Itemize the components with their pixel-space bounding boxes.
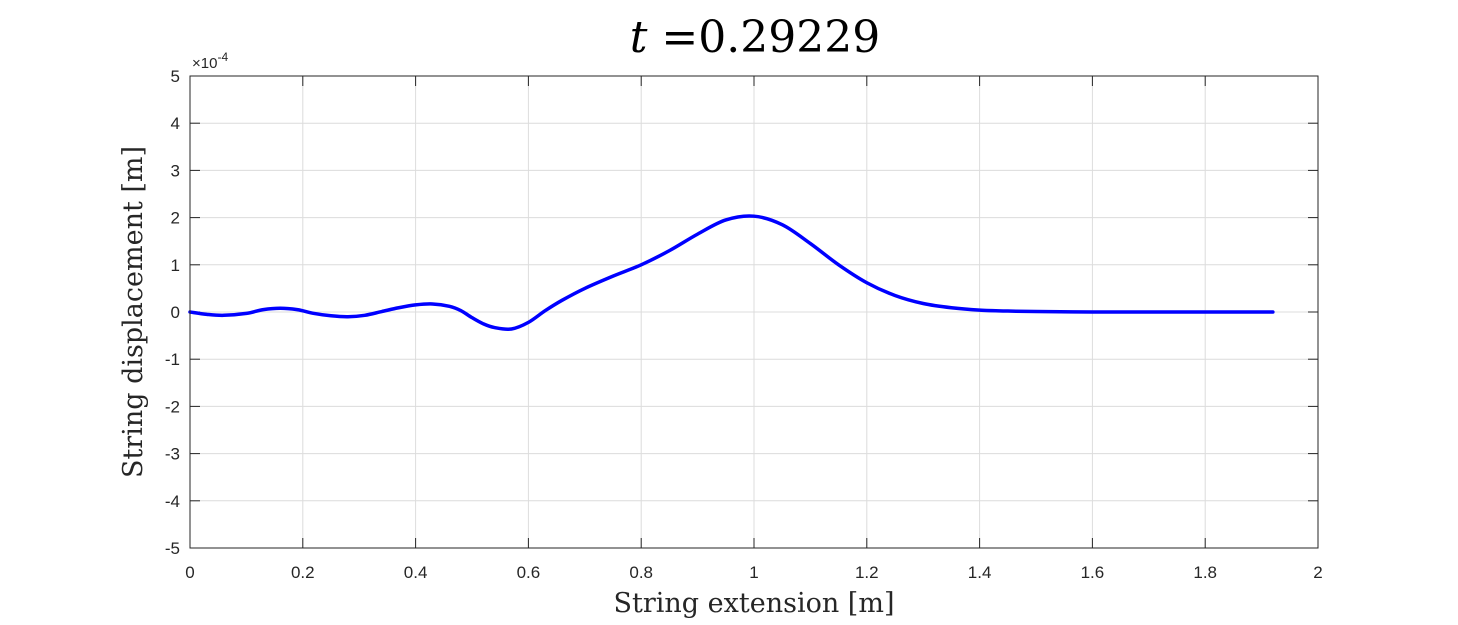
x-tick-label: 1.4 [968, 563, 992, 582]
y-tick-label: 3 [171, 161, 180, 180]
y-tick-label: -4 [165, 492, 180, 511]
chart-title-value: =0.29229 [647, 12, 880, 63]
y-tick-label: -3 [165, 445, 180, 464]
y-tick-label: 4 [171, 114, 180, 133]
axes-box [189, 75, 1319, 549]
x-axis-title: String extension [m] [614, 588, 895, 619]
x-tick-label: 1.8 [1193, 563, 1217, 582]
y-tick-label: 1 [171, 256, 180, 275]
y-tick-label: -1 [165, 350, 180, 369]
chart-title: t =0.29229 [630, 12, 881, 63]
x-tick-label: 2 [1313, 563, 1322, 582]
y-tick-label: -2 [165, 397, 180, 416]
x-tick-label: 0.8 [629, 563, 653, 582]
y-tick-label: 0 [171, 303, 180, 322]
y-multiplier-base: ×10 [192, 55, 217, 72]
displacement-line [188, 214, 1275, 332]
y-tick-label: 5 [171, 67, 180, 86]
x-tick-label: 0.4 [404, 563, 428, 582]
x-tick-label: 1.2 [855, 563, 879, 582]
x-tick-label: 1.6 [1081, 563, 1105, 582]
y-multiplier-exponent: -4 [217, 50, 228, 64]
y-multiplier: ×10-4 [192, 50, 228, 72]
x-tick-label: 0.6 [517, 563, 541, 582]
x-tick-labels: 0 0.2 0.4 0.6 0.8 1 1.2 1.4 1.6 1.8 2 [185, 563, 1322, 582]
y-tick-label: 2 [171, 209, 180, 228]
y-tick-labels: -5 -4 -3 -2 -1 0 1 2 3 4 5 [165, 67, 180, 558]
chart-title-variable: t [630, 12, 648, 63]
y-tick-label: -5 [165, 539, 180, 558]
x-tick-label: 0 [185, 563, 194, 582]
x-tick-label: 1 [749, 563, 758, 582]
y-axis-title: String displacement [m] [118, 146, 149, 478]
x-tick-label: 0.2 [291, 563, 315, 582]
